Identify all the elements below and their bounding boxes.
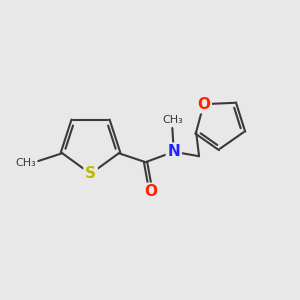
Text: CH₃: CH₃	[15, 158, 36, 167]
Text: O: O	[197, 97, 210, 112]
Text: CH₃: CH₃	[162, 115, 183, 125]
Text: S: S	[85, 166, 96, 181]
Text: O: O	[144, 184, 158, 200]
Text: N: N	[167, 144, 180, 159]
